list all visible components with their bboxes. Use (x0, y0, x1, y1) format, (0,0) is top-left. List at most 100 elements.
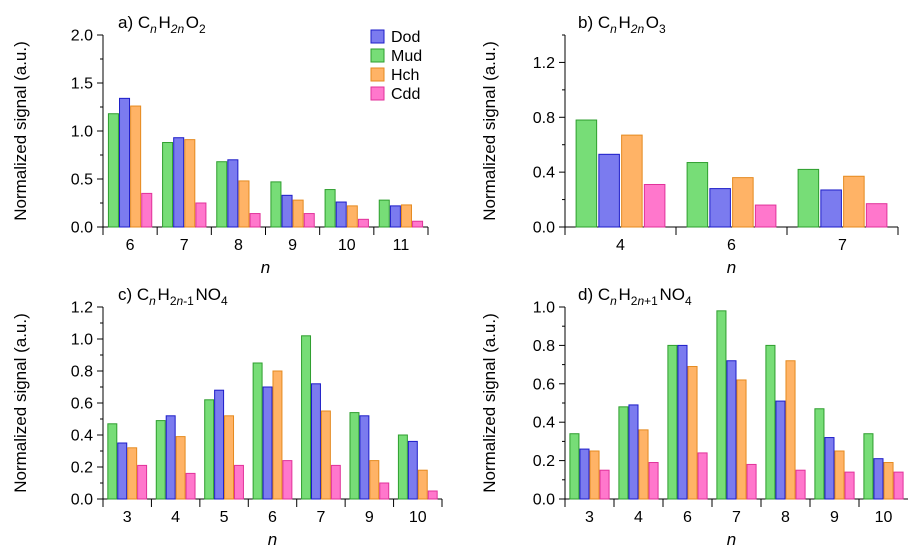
bar-mud-10 (397, 434, 408, 500)
y-tick-label: 1.2 (533, 55, 555, 72)
bar-dod-6 (262, 386, 273, 500)
y-axis-title: Normalized signal (a.u.) (11, 313, 30, 493)
bar-dod-3 (117, 442, 128, 500)
bar-hch-11 (400, 204, 412, 228)
y-tick-label: 1.0 (71, 124, 93, 141)
bar-dod-9 (359, 415, 370, 500)
y-tick-label: 1.5 (71, 76, 93, 93)
y-tick-label: 0.4 (533, 415, 555, 432)
panel-1-title: b) Cn H2n O3 (578, 13, 666, 36)
bar-cdd-4 (648, 462, 659, 500)
bar-hch-4 (175, 436, 186, 500)
legend-swatch-dod (370, 29, 385, 44)
bar-hch-7 (184, 139, 196, 228)
y-tick-label: 0.6 (71, 396, 93, 413)
panel-2-title: c) Cn H2n-1 NO4 (118, 285, 228, 308)
y-tick-label: 0.0 (71, 492, 93, 509)
bar-dod-3 (579, 448, 590, 500)
y-tick-label: 1.2 (71, 300, 93, 317)
bar-hch-7 (736, 379, 747, 500)
y-tick-label: 0.0 (533, 492, 555, 509)
panel-0-title: a) Cn H2n O2 (118, 13, 206, 36)
bar-hch-10 (346, 205, 358, 228)
y-tick-label: 2.0 (71, 28, 93, 45)
y-tick-label: 1.0 (533, 300, 555, 317)
bar-cdd-8 (249, 213, 261, 228)
x-tick-label: 4 (171, 509, 180, 526)
bar-mud-10 (324, 189, 336, 228)
bar-mud-7 (301, 335, 312, 500)
bar-hch-4 (638, 429, 649, 500)
y-tick-label: 0.0 (71, 220, 93, 237)
y-axis-title: Normalized signal (a.u.) (11, 41, 30, 221)
bar-mud-8 (765, 344, 776, 500)
x-axis-title: n (261, 258, 270, 277)
bar-mud-3 (569, 433, 580, 500)
bar-cdd-3 (137, 464, 148, 500)
legend-label-dod: Dod (391, 29, 420, 46)
legend-label-cdd: Cdd (391, 86, 420, 103)
panel-0: 0.0 0.5 1.0 1.5 2.0 6 7 8 9 10 11 n Normalized signa… (11, 13, 429, 277)
x-tick-label: 9 (830, 509, 839, 526)
bar-mud-7 (797, 168, 820, 228)
bar-hch-6 (687, 366, 698, 500)
x-tick-label: 8 (781, 509, 790, 526)
legend-label-hch: Hch (391, 67, 419, 84)
y-tick-label: 1.0 (71, 332, 93, 349)
bar-dod-5 (214, 389, 225, 500)
bar-hch-3 (127, 447, 138, 500)
y-tick-label: 0.8 (533, 110, 555, 127)
legend-swatch-hch (370, 67, 385, 82)
x-tick-label: 4 (616, 237, 625, 254)
bar-cdd-4 (643, 183, 666, 228)
x-tick-label: 6 (126, 237, 135, 254)
x-tick-label: 9 (288, 237, 297, 254)
bar-dod-6 (677, 344, 688, 500)
x-tick-label: 6 (683, 509, 692, 526)
bar-dod-6 (119, 97, 131, 228)
legend: Dod Mud Hch Cdd (370, 29, 422, 103)
bar-mud-10 (863, 433, 874, 500)
bar-hch-6 (272, 370, 283, 500)
bar-hch-3 (589, 450, 600, 500)
bar-cdd-9 (303, 213, 315, 228)
bar-dod-8 (775, 400, 786, 500)
x-tick-label: 10 (875, 509, 893, 526)
bar-mud-5 (204, 399, 215, 500)
bar-hch-5 (224, 415, 235, 500)
y-tick-label: 0.0 (533, 220, 555, 237)
bar-dod-7 (820, 189, 842, 228)
x-tick-label: 7 (180, 237, 189, 254)
x-tick-label: 7 (838, 237, 847, 254)
bar-mud-6 (667, 344, 678, 500)
legend-label-mud: Mud (391, 48, 422, 65)
bar-dod-9 (824, 437, 835, 500)
x-tick-label: 5 (220, 509, 229, 526)
y-axis-title: Normalized signal (a.u.) (480, 41, 499, 221)
bar-dod-10 (873, 458, 884, 500)
bar-dod-7 (173, 137, 185, 228)
bar-cdd-10 (893, 471, 904, 500)
bar-mud-8 (216, 161, 228, 228)
x-tick-label: 4 (634, 509, 643, 526)
bar-dod-6 (709, 188, 731, 228)
bar-mud-6 (686, 162, 709, 228)
bar-hch-9 (834, 450, 845, 500)
bar-mud-4 (575, 119, 598, 228)
x-axis-title: n (268, 530, 277, 547)
bar-mud-7 (162, 142, 174, 228)
bar-cdd-3 (599, 469, 610, 500)
bar-hch-7 (843, 175, 865, 228)
y-tick-label: 0.4 (71, 428, 93, 445)
x-tick-label: 3 (585, 509, 594, 526)
bar-mud-4 (618, 406, 629, 500)
bar-cdd-7 (865, 203, 888, 228)
y-tick-label: 0.6 (533, 376, 555, 393)
legend-swatch-mud (370, 48, 385, 63)
x-tick-label: 7 (732, 509, 741, 526)
bar-cdd-7 (195, 202, 207, 228)
bar-dod-4 (165, 415, 176, 500)
bar-dod-10 (407, 440, 418, 500)
x-tick-label: 10 (338, 237, 356, 254)
bar-cdd-5 (233, 464, 244, 500)
